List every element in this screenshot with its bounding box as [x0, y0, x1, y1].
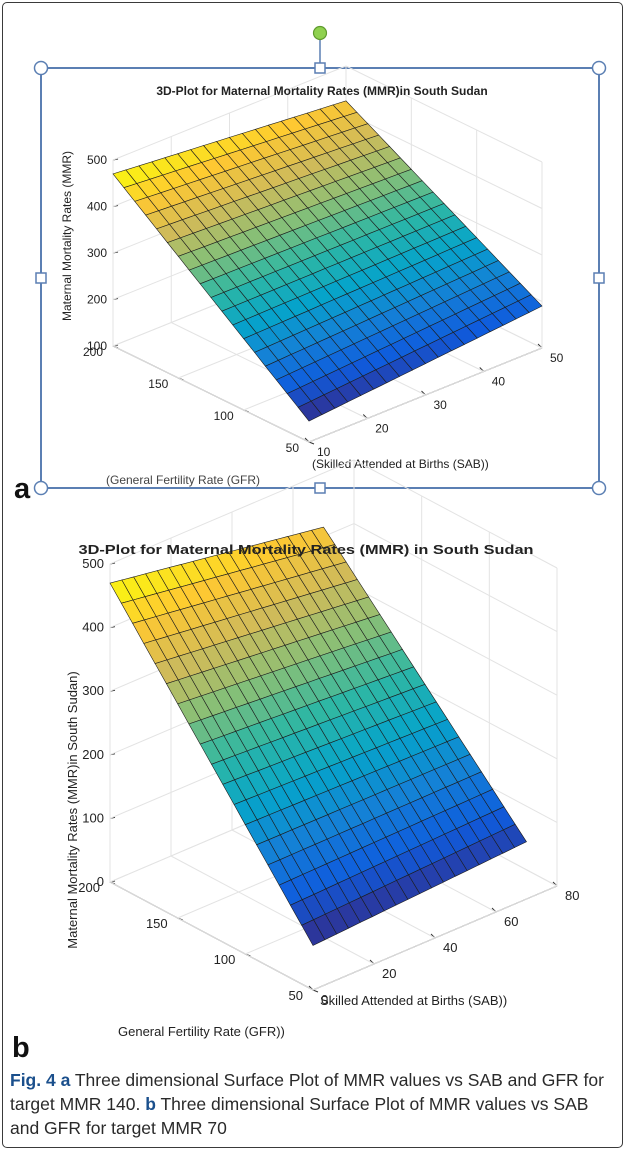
surface-cell — [517, 294, 543, 313]
y-tick-label: 100 — [214, 952, 236, 967]
z-tick-label: 400 — [87, 200, 107, 214]
y-axis-label: General Fertility Rate (GFR)) — [118, 1024, 285, 1039]
grid-line — [345, 112, 543, 209]
y-tick-label: 50 — [286, 441, 300, 455]
y-axis-label: (General Fertility Rate (GFR) — [106, 473, 260, 487]
x-tick-label: 30 — [434, 398, 448, 412]
grid-line — [308, 347, 543, 443]
x-axis-label: (Skilled Attended at Births (SAB)) — [312, 457, 489, 471]
surface-mesh — [109, 526, 527, 946]
chart-title: 3D-Plot for Maternal Mortality Rates (MM… — [79, 542, 534, 557]
rotate-handle[interactable] — [312, 25, 328, 41]
z-axis-label: Maternal Mortality Rates (MMR) — [60, 151, 74, 321]
panel-label-b: b — [12, 1032, 30, 1064]
resize-handle[interactable] — [33, 480, 49, 496]
z-tick-label: 200 — [87, 293, 107, 307]
resize-handle[interactable] — [593, 272, 605, 284]
z-tick-label: 500 — [82, 556, 104, 571]
grid-line — [109, 881, 314, 991]
caption-a-text: Three dimensional Surface Plot of MMR va… — [10, 1070, 604, 1114]
y-tick-label: 150 — [148, 377, 168, 391]
surface-mesh — [112, 100, 543, 422]
y-tick-label: 200 — [78, 880, 100, 895]
y-tick-label: 200 — [83, 345, 103, 359]
resize-handle[interactable] — [591, 480, 607, 496]
tick-labels: 100 200 300 400 500 50 100 150 200 10 20… — [83, 153, 564, 459]
resize-handle[interactable] — [314, 482, 326, 494]
z-tick-label: 400 — [82, 620, 104, 635]
y-tick-mark — [308, 441, 315, 445]
figure-caption: Fig. 4 a Three dimensional Surface Plot … — [10, 1068, 616, 1140]
grid-line — [345, 65, 543, 163]
z-tick-label: 100 — [82, 810, 104, 825]
surface-plot-b: 0 100 200 300 400 500 50 100 150 200 0 2… — [65, 459, 579, 1039]
resize-handle[interactable] — [591, 60, 607, 76]
z-tick-label: 100 — [87, 339, 107, 353]
x-tick-label: 20 — [375, 422, 389, 436]
grid-line — [353, 523, 558, 633]
z-tick-label: 300 — [82, 683, 104, 698]
x-axis-label: Skilled Attended at Births (SAB)) — [320, 993, 507, 1008]
y-tick-label: 50 — [289, 988, 303, 1003]
grid-line — [170, 855, 375, 965]
x-tick-label: 20 — [382, 966, 396, 981]
z-tick-label: 200 — [82, 747, 104, 762]
x-tick-label: 0 — [321, 992, 328, 1007]
resize-handle[interactable] — [33, 60, 49, 76]
caption-a-letter: a — [60, 1070, 71, 1090]
y-tick-label: 150 — [146, 916, 168, 931]
z-tick-label: 300 — [87, 246, 107, 260]
x-tick-label: 40 — [492, 375, 506, 389]
grid-line — [353, 586, 558, 696]
caption-fig-label: Fig. 4 — [10, 1070, 56, 1090]
caption-b-text: Three dimensional Surface Plot of MMR va… — [10, 1094, 589, 1138]
selection-handles[interactable] — [33, 25, 607, 496]
y-tick-label: 100 — [214, 409, 234, 423]
resize-handle[interactable] — [314, 62, 326, 74]
grid-line — [112, 345, 310, 443]
x-tick-label: 10 — [317, 445, 331, 459]
x-tick-label: 50 — [550, 351, 564, 365]
grid-line — [312, 885, 558, 991]
x-tick-label: 80 — [565, 888, 579, 903]
chart-title: 3D-Plot for Maternal Mortality Rates (MM… — [156, 84, 487, 98]
resize-handle[interactable] — [35, 272, 47, 284]
z-axis-label: Maternal Mortality Rates (MMR)in South S… — [65, 671, 80, 948]
grid-line — [353, 459, 558, 569]
x-tick-label: 60 — [504, 914, 518, 929]
y-tick-mark — [312, 989, 319, 993]
z-tick-label: 500 — [87, 153, 107, 167]
tick-labels: 0 100 200 300 400 500 50 100 150 200 0 2… — [78, 556, 579, 1007]
surface-cell — [502, 823, 527, 848]
panel-label-a: a — [14, 473, 31, 505]
caption-b-letter: b — [145, 1094, 156, 1114]
x-tick-label: 40 — [443, 940, 457, 955]
z-tick-label: 0 — [97, 874, 104, 889]
surface-plot-a: 100 200 300 400 500 50 100 150 200 10 20… — [33, 25, 607, 496]
